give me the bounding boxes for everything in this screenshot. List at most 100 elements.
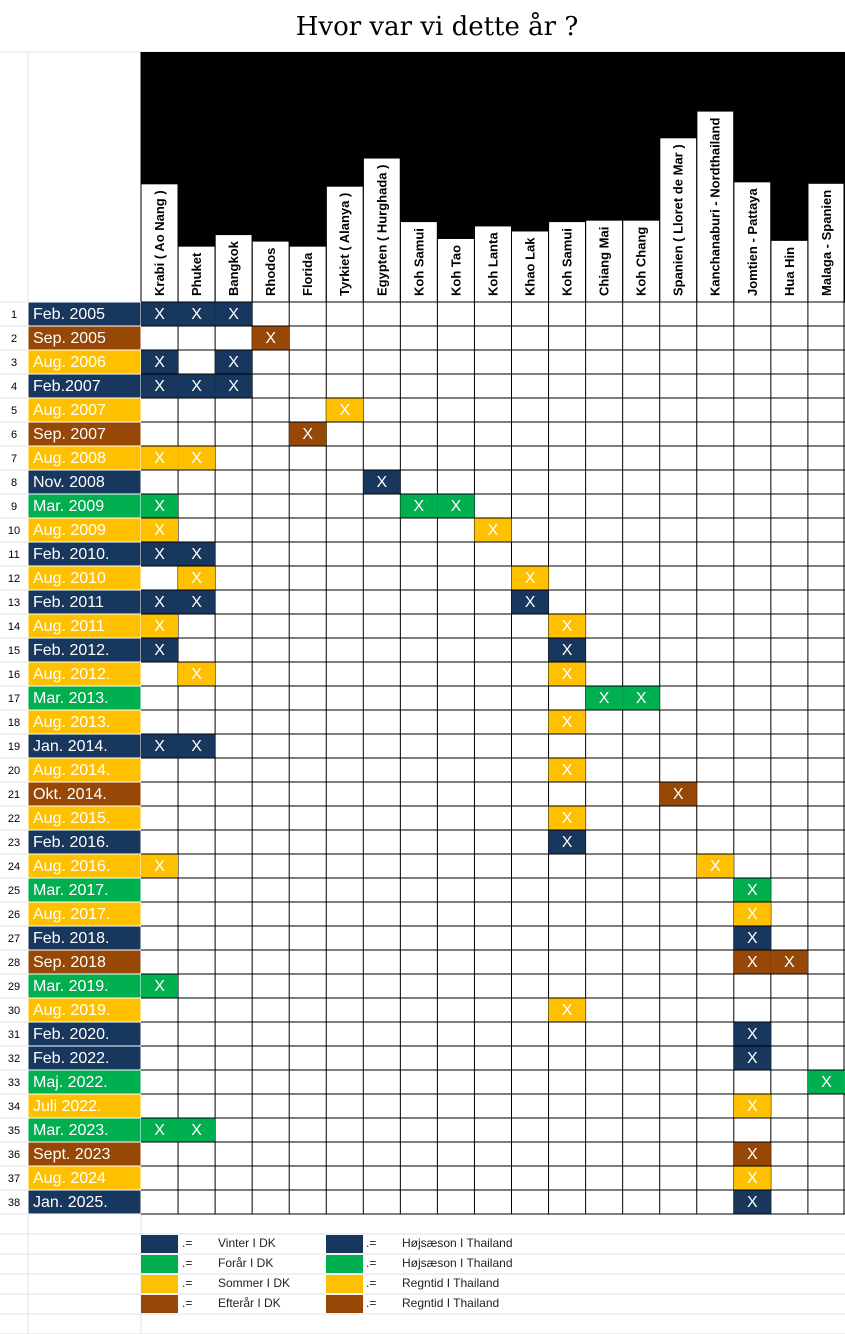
visit-cell	[252, 326, 290, 350]
visit-cell	[215, 350, 253, 374]
legend-swatch	[141, 1255, 179, 1273]
visit-mark: X	[191, 450, 202, 467]
visit-mark: X	[154, 378, 165, 395]
column-header: Tyrkiet ( Alanya )	[337, 193, 352, 296]
column-header: Krabi ( Ao Nang )	[152, 190, 167, 296]
column-header-bg	[252, 241, 289, 302]
date-cell	[27, 1093, 142, 1119]
visit-mark: X	[562, 714, 573, 731]
row-number: 8	[11, 477, 17, 489]
visit-cell	[733, 1022, 771, 1046]
column-header: Koh Lanta	[485, 232, 500, 296]
visit-cell	[215, 374, 253, 398]
date-cell	[27, 469, 142, 495]
row-number: 32	[8, 1053, 20, 1065]
row-number: 18	[8, 717, 20, 729]
visit-mark: X	[747, 882, 758, 899]
visit-mark: X	[525, 594, 536, 611]
date-label: Feb. 2012.	[33, 642, 110, 659]
visit-cell	[178, 590, 216, 614]
date-cell	[27, 1189, 142, 1215]
visit-cell	[733, 1190, 771, 1214]
visit-cell	[178, 662, 216, 686]
date-cell	[27, 565, 142, 591]
visit-cell	[141, 446, 179, 470]
column-header: Chiang Mai	[597, 227, 612, 296]
column-header: Koh Samui	[560, 228, 575, 296]
visit-cell	[141, 638, 179, 662]
visit-mark: X	[562, 666, 573, 683]
date-label: Jan. 2025.	[33, 1194, 108, 1211]
legend-label: Vinter I DK	[218, 1236, 276, 1250]
legend-swatch	[326, 1235, 364, 1253]
visit-mark: X	[562, 762, 573, 779]
column-header: Koh Tao	[448, 245, 463, 296]
visit-mark: X	[191, 306, 202, 323]
visit-cell	[474, 518, 512, 542]
visit-cell	[141, 542, 179, 566]
row-number: 1	[11, 309, 17, 321]
visit-mark: X	[154, 450, 165, 467]
legend-label: Sommer I DK	[218, 1276, 290, 1290]
visit-mark: X	[414, 498, 425, 515]
row-number: 36	[8, 1149, 20, 1161]
visit-cell	[141, 302, 179, 326]
row-number: 35	[8, 1125, 20, 1137]
date-label: Aug. 2007	[33, 402, 106, 419]
date-label: Sept. 2023	[33, 1146, 111, 1163]
date-label: Aug. 2014.	[33, 762, 110, 779]
visit-cell	[548, 662, 586, 686]
row-number: 34	[8, 1101, 20, 1113]
visit-cell	[548, 638, 586, 662]
visit-cell	[289, 422, 327, 446]
date-label: Mar. 2019.	[33, 978, 109, 995]
date-label: Mar. 2023.	[33, 1122, 109, 1139]
visit-mark: X	[747, 1098, 758, 1115]
legend-sep: .=	[366, 1276, 376, 1290]
column-header: Rhodos	[263, 248, 278, 296]
visit-cell	[141, 614, 179, 638]
date-label: Aug. 2015.	[33, 810, 110, 827]
date-cell	[27, 397, 142, 423]
visit-cell	[548, 710, 586, 734]
visit-cell	[178, 734, 216, 758]
row-number: 19	[8, 741, 20, 753]
visit-cell	[400, 494, 438, 518]
date-label: Sep. 2007	[33, 426, 106, 443]
legend-sep: .=	[366, 1256, 376, 1270]
visit-mark: X	[154, 858, 165, 875]
row-number: 24	[8, 861, 20, 873]
column-header-bg	[808, 183, 845, 302]
visit-cell	[548, 614, 586, 638]
date-label: Aug. 2017.	[33, 906, 110, 923]
legend-sep: .=	[182, 1236, 192, 1250]
visit-cell	[141, 734, 179, 758]
visit-cell	[548, 998, 586, 1022]
visit-mark: X	[228, 378, 239, 395]
date-label: Aug. 2013.	[33, 714, 110, 731]
row-number: 30	[8, 1005, 20, 1017]
visit-mark: X	[191, 1122, 202, 1139]
visit-mark: X	[191, 666, 202, 683]
column-header-bg	[215, 235, 252, 302]
row-number: 16	[8, 669, 20, 681]
visit-mark: X	[154, 546, 165, 563]
column-header-bg	[474, 226, 511, 302]
visit-mark: X	[821, 1074, 832, 1091]
column-header-bg	[734, 182, 771, 302]
column-header: Khao Lak	[522, 237, 537, 296]
visit-cell	[733, 902, 771, 926]
column-header-bg	[549, 222, 586, 302]
date-cell	[27, 973, 142, 999]
date-cell	[27, 877, 142, 903]
legend-label: Højsæson I Thailand	[402, 1236, 513, 1250]
date-cell	[27, 1069, 142, 1095]
date-cell	[27, 781, 142, 807]
date-label: Nov. 2008	[33, 474, 105, 491]
row-number: 10	[8, 525, 20, 537]
visit-cell	[141, 494, 179, 518]
row-number: 11	[8, 549, 19, 561]
visit-cell	[141, 518, 179, 542]
visit-mark: X	[525, 570, 536, 587]
date-label: Feb.2007	[33, 378, 101, 395]
